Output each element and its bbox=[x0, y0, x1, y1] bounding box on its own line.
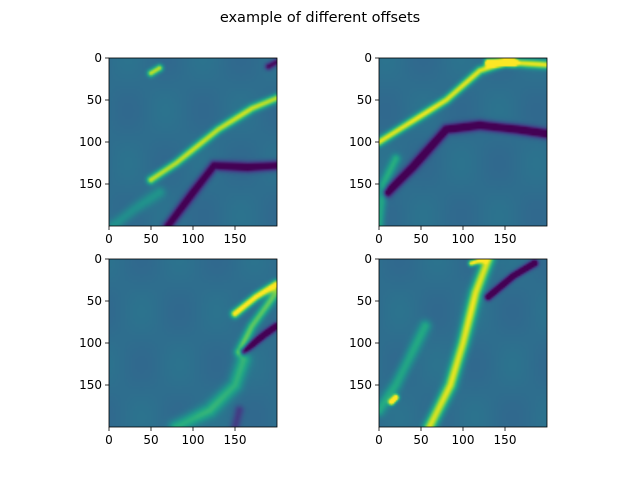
y-tick-label: 100 bbox=[349, 135, 372, 149]
x-tick-label: 50 bbox=[143, 433, 158, 447]
y-tick-label: 150 bbox=[79, 177, 102, 191]
subplot-1: 0 50 100 150 0 50 100 150 bbox=[79, 51, 278, 246]
y-tick-label: 150 bbox=[349, 378, 372, 392]
heatmap-image bbox=[109, 259, 277, 427]
x-tick-label: 100 bbox=[452, 232, 475, 246]
heatmap-image bbox=[379, 58, 547, 226]
y-tick-label: 0 bbox=[364, 252, 372, 266]
subplot-4: 0 50 100 150 0 50 100 150 bbox=[349, 252, 548, 447]
x-tick-label: 150 bbox=[494, 232, 517, 246]
x-tick-label: 0 bbox=[105, 433, 113, 447]
subplot-2: 0 50 100 150 0 50 100 150 bbox=[349, 51, 548, 246]
y-tick-label: 50 bbox=[357, 294, 372, 308]
x-tick-label: 150 bbox=[494, 433, 517, 447]
y-tick-label: 0 bbox=[94, 252, 102, 266]
x-tick-label: 50 bbox=[413, 433, 428, 447]
y-tick-label: 0 bbox=[94, 51, 102, 65]
figure-title: example of different offsets bbox=[220, 10, 420, 26]
y-tick-label: 150 bbox=[79, 378, 102, 392]
x-tick-label: 0 bbox=[375, 232, 383, 246]
y-tick-label: 0 bbox=[364, 51, 372, 65]
x-tick-label: 0 bbox=[105, 232, 113, 246]
x-tick-label: 100 bbox=[182, 232, 205, 246]
x-tick-label: 0 bbox=[375, 433, 383, 447]
x-tick-label: 150 bbox=[224, 232, 247, 246]
y-tick-label: 50 bbox=[87, 93, 102, 107]
x-tick-label: 50 bbox=[143, 232, 158, 246]
y-tick-label: 100 bbox=[79, 336, 102, 350]
heatmap-image bbox=[109, 58, 277, 226]
subplot-3: 0 50 100 150 0 50 100 150 bbox=[79, 252, 278, 447]
x-tick-label: 50 bbox=[413, 232, 428, 246]
y-tick-label: 100 bbox=[349, 336, 372, 350]
x-tick-label: 150 bbox=[224, 433, 247, 447]
y-tick-label: 150 bbox=[349, 177, 372, 191]
y-tick-label: 50 bbox=[87, 294, 102, 308]
x-tick-label: 100 bbox=[452, 433, 475, 447]
heatmap-image bbox=[379, 259, 547, 427]
x-tick-label: 100 bbox=[182, 433, 205, 447]
y-tick-label: 50 bbox=[357, 93, 372, 107]
y-tick-label: 100 bbox=[79, 135, 102, 149]
